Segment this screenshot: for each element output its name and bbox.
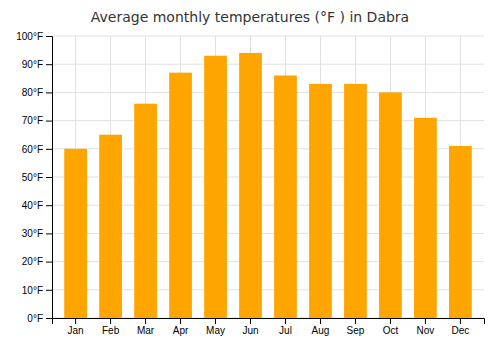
plot: Jan Feb Mar Apr May Jun Jul Aug Sep Oct Nov Dec 0°F 1… (16, 31, 484, 336)
tick-mark (46, 205, 52, 206)
tick-mark (75, 318, 76, 324)
tick-mark (46, 64, 52, 65)
tick: 70°F (22, 115, 52, 126)
y-axis: 0°F 10°F 20°F 30°F 40°F 50°F 60°F 70°F 80°F 90°F 1… (16, 31, 52, 324)
tick: 60°F (22, 144, 52, 155)
chart: Jan Feb Mar Apr May Jun Jul Aug Sep Oct Nov Dec 0°F 1… (0, 0, 500, 350)
tick-mark (46, 121, 52, 122)
tick-label: 50°F (22, 172, 43, 183)
bar (274, 75, 297, 318)
tick-mark (46, 149, 52, 150)
tick-mark (46, 233, 52, 234)
tick-mark (46, 262, 52, 263)
tick-label: Feb (102, 325, 120, 336)
tick-label: 10°F (22, 285, 43, 296)
tick: 40°F (22, 200, 52, 211)
tick: Jan (68, 318, 84, 336)
tick-label: 100°F (16, 31, 43, 42)
axis-line (53, 319, 485, 325)
tick-mark (355, 318, 356, 324)
tick-label: Jul (279, 325, 292, 336)
tick-mark (215, 318, 216, 324)
tick: May (206, 318, 225, 336)
tick-mark (46, 177, 52, 178)
tick: 90°F (22, 59, 52, 70)
tick-label: Jan (68, 325, 84, 336)
tick-label: May (206, 325, 225, 336)
tick-mark (250, 318, 251, 324)
tick: 80°F (22, 87, 52, 98)
tick-mark (460, 318, 461, 324)
bar (414, 118, 437, 318)
tick-label: Oct (383, 325, 399, 336)
tick-label: 20°F (22, 256, 43, 267)
bar (169, 73, 192, 318)
tick: Sep (347, 318, 365, 336)
tick-mark (46, 290, 52, 291)
tick-mark (425, 318, 426, 324)
tick: Nov (417, 318, 435, 336)
tick-mark (390, 318, 391, 324)
tick: Apr (173, 318, 189, 336)
tick-mark (46, 36, 52, 37)
bar (64, 149, 87, 318)
tick-mark (145, 318, 146, 324)
grid-line (52, 36, 484, 37)
axis-line (46, 37, 53, 319)
grid-line (52, 64, 484, 65)
tick: Oct (383, 318, 399, 336)
tick: Aug (312, 318, 330, 336)
tick: 50°F (22, 172, 52, 183)
tick-mark (46, 318, 52, 319)
title: Average monthly temperatures (°F ) in Da… (91, 9, 409, 25)
tick: 30°F (22, 228, 52, 239)
tick-label: Aug (312, 325, 330, 336)
grid-line (52, 92, 484, 93)
x-axis: Jan Feb Mar Apr May Jun Jul Aug Sep Oct Nov Dec (53, 318, 485, 336)
bars (64, 53, 472, 318)
tick-mark (285, 318, 286, 324)
tick-label: 90°F (22, 59, 43, 70)
tick: Mar (137, 318, 155, 336)
grid (52, 36, 484, 318)
tick: Dec (451, 318, 469, 336)
tick-label: Sep (347, 325, 365, 336)
bar (449, 146, 472, 318)
tick-mark (110, 318, 111, 324)
tick-label: 30°F (22, 228, 43, 239)
tick: 100°F (16, 31, 52, 42)
tick: 10°F (22, 285, 52, 296)
tick-label: Mar (137, 325, 155, 336)
tick-label: Apr (173, 325, 189, 336)
bar (309, 84, 332, 318)
tick-label: Jun (242, 325, 258, 336)
tick-mark (180, 318, 181, 324)
tick: 20°F (22, 256, 52, 267)
bar (134, 104, 157, 318)
tick-label: 0°F (27, 313, 43, 324)
bar (379, 92, 402, 318)
tick-label: 40°F (22, 200, 43, 211)
bar (344, 84, 367, 318)
tick: 0°F (27, 313, 52, 324)
bar (99, 135, 122, 318)
tick-label: 80°F (22, 87, 43, 98)
bar (239, 53, 262, 318)
tick-label: 70°F (22, 115, 43, 126)
tick-label: 60°F (22, 144, 43, 155)
bar (204, 56, 227, 318)
tick: Jul (279, 318, 292, 336)
tick: Jun (242, 318, 258, 336)
tick-mark (46, 92, 52, 93)
tick-label: Dec (451, 325, 469, 336)
tick-mark (320, 318, 321, 324)
tick-label: Nov (417, 325, 435, 336)
tick: Feb (102, 318, 120, 336)
